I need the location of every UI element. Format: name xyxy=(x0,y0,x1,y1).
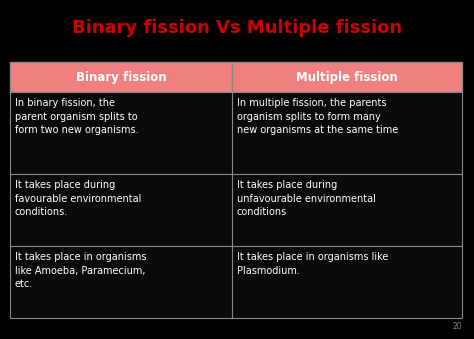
Text: It takes place in organisms
like Amoeba, Paramecium,
etc.: It takes place in organisms like Amoeba,… xyxy=(15,252,146,289)
Text: Binary fission Vs Multiple fission: Binary fission Vs Multiple fission xyxy=(72,19,402,37)
Bar xyxy=(10,62,232,92)
Text: 20: 20 xyxy=(452,322,462,331)
Text: In multiple fission, the parents
organism splits to form many
new organisms at t: In multiple fission, the parents organis… xyxy=(237,98,398,135)
Bar xyxy=(232,92,462,174)
Bar xyxy=(232,246,462,318)
Bar xyxy=(232,174,462,246)
Text: It takes place in organisms like
Plasmodium.: It takes place in organisms like Plasmod… xyxy=(237,252,388,276)
Text: It takes place during
unfavourable environmental
conditions: It takes place during unfavourable envir… xyxy=(237,180,376,217)
Text: Multiple fission: Multiple fission xyxy=(296,71,398,83)
Text: In binary fission, the
parent organism splits to
form two new organisms.: In binary fission, the parent organism s… xyxy=(15,98,138,135)
Bar xyxy=(10,92,232,174)
Bar xyxy=(10,174,232,246)
Bar xyxy=(232,62,462,92)
Text: Binary fission: Binary fission xyxy=(76,71,166,83)
Text: It takes place during
favourable environmental
conditions.: It takes place during favourable environ… xyxy=(15,180,141,217)
Bar xyxy=(10,246,232,318)
